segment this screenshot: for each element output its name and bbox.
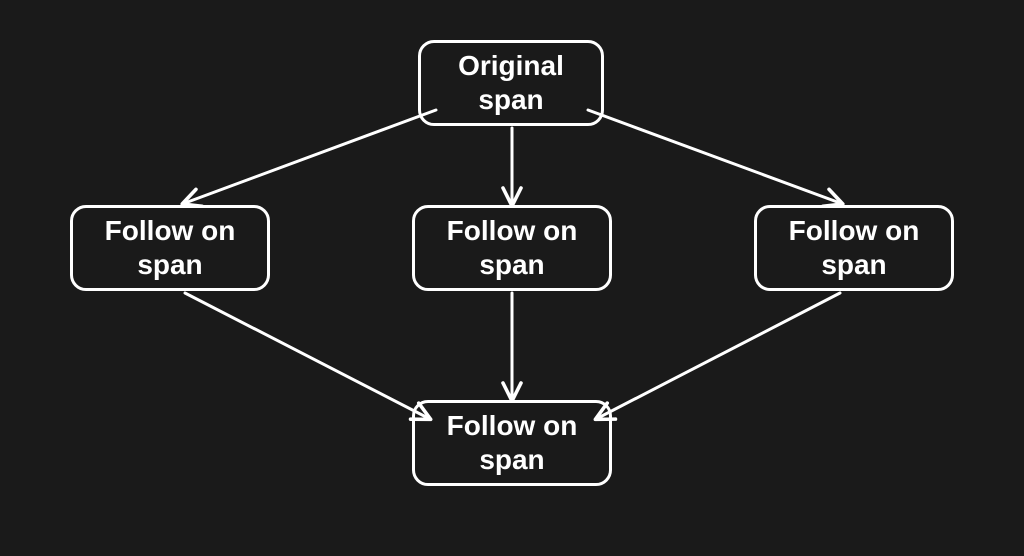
node-label: Follow on span — [777, 214, 931, 281]
node-center: Follow on span — [412, 205, 612, 291]
edge-root-left — [185, 110, 436, 203]
node-bottom: Follow on span — [412, 400, 612, 486]
node-right: Follow on span — [754, 205, 954, 291]
node-label: Follow on span — [93, 214, 247, 281]
node-label: Follow on span — [435, 214, 589, 281]
node-label: Original span — [441, 49, 581, 116]
node-root: Original span — [418, 40, 604, 126]
edge-right-bottom — [598, 293, 840, 418]
span-flow-diagram: Original span Follow on span Follow on spa… — [0, 0, 1024, 556]
edge-root-right — [588, 110, 840, 203]
edge-left-bottom — [185, 293, 428, 418]
node-left: Follow on span — [70, 205, 270, 291]
node-label: Follow on span — [435, 409, 589, 476]
